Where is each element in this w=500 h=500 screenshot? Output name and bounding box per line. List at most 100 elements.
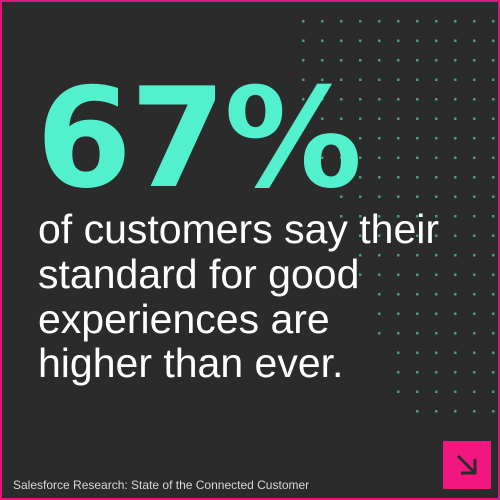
- dot: [397, 156, 400, 159]
- dot: [321, 59, 324, 62]
- dot: [435, 254, 438, 257]
- dot: [435, 59, 438, 62]
- dot: [321, 176, 324, 179]
- dot: [359, 39, 362, 42]
- dot: [473, 234, 476, 237]
- dot: [454, 234, 457, 237]
- dot: [302, 98, 305, 101]
- dot: [416, 410, 419, 413]
- arrow-button[interactable]: [443, 441, 491, 489]
- dot: [340, 20, 343, 23]
- statement-line: standard for good: [38, 251, 360, 297]
- dot: [435, 390, 438, 393]
- dot: [492, 254, 495, 257]
- dot: [454, 59, 457, 62]
- dot: [435, 78, 438, 81]
- dot: [473, 195, 476, 198]
- statement-line: higher than ever.: [38, 340, 344, 386]
- dot: [435, 371, 438, 374]
- arrow-shaft: [456, 454, 476, 474]
- dot: [473, 98, 476, 101]
- dot: [454, 273, 457, 276]
- source: Salesforce Research: State of the Connec…: [13, 478, 310, 492]
- dot: [397, 254, 400, 257]
- dot: [435, 215, 438, 218]
- dot: [378, 234, 381, 237]
- dot: [340, 59, 343, 62]
- dot: [435, 293, 438, 296]
- dot: [359, 98, 362, 101]
- dot: [416, 293, 419, 296]
- dot: [454, 98, 457, 101]
- dot: [416, 371, 419, 374]
- dot: [454, 78, 457, 81]
- dot: [454, 390, 457, 393]
- statement-line: of customers say their: [38, 206, 440, 252]
- dot: [340, 39, 343, 42]
- dot: [340, 176, 343, 179]
- dot: [359, 59, 362, 62]
- dot: [397, 59, 400, 62]
- dot: [359, 254, 362, 257]
- dot: [435, 312, 438, 315]
- dot: [435, 332, 438, 335]
- dot: [416, 234, 419, 237]
- dot: [492, 273, 495, 276]
- dot: [473, 254, 476, 257]
- dot: [492, 215, 495, 218]
- dot: [378, 254, 381, 257]
- dot: [473, 137, 476, 140]
- dot: [378, 332, 381, 335]
- dot: [435, 176, 438, 179]
- dot: [378, 137, 381, 140]
- dot: [492, 293, 495, 296]
- dot: [416, 176, 419, 179]
- dot: [473, 351, 476, 354]
- dot: [454, 137, 457, 140]
- dot: [416, 254, 419, 257]
- dot: [416, 273, 419, 276]
- dot: [302, 39, 305, 42]
- dot: [454, 254, 457, 257]
- dot: [435, 98, 438, 101]
- dot: [302, 78, 305, 81]
- dot: [397, 234, 400, 237]
- dot: [473, 117, 476, 120]
- dot: [492, 176, 495, 179]
- dot: [473, 156, 476, 159]
- dot: [416, 312, 419, 315]
- dot: [454, 312, 457, 315]
- dot: [454, 371, 457, 374]
- dot: [397, 215, 400, 218]
- dot: [302, 20, 305, 23]
- dot: [321, 20, 324, 23]
- dot: [416, 117, 419, 120]
- dot: [492, 351, 495, 354]
- dot: [473, 371, 476, 374]
- dot: [378, 215, 381, 218]
- dot: [435, 234, 438, 237]
- dot: [473, 215, 476, 218]
- arrow-icon: [456, 454, 477, 475]
- dot: [397, 312, 400, 315]
- dot: [359, 117, 362, 120]
- dot: [378, 273, 381, 276]
- dot: [454, 410, 457, 413]
- dot: [454, 215, 457, 218]
- dot: [340, 215, 343, 218]
- dot: [492, 78, 495, 81]
- dot: [473, 20, 476, 23]
- dot: [492, 98, 495, 101]
- dot: [416, 156, 419, 159]
- dot: [492, 312, 495, 315]
- dot: [340, 195, 343, 198]
- dot: [492, 332, 495, 335]
- dot: [397, 293, 400, 296]
- dot: [473, 293, 476, 296]
- dot: [435, 195, 438, 198]
- dot: [492, 410, 495, 413]
- dot: [378, 59, 381, 62]
- dot: [321, 156, 324, 159]
- dot: [416, 215, 419, 218]
